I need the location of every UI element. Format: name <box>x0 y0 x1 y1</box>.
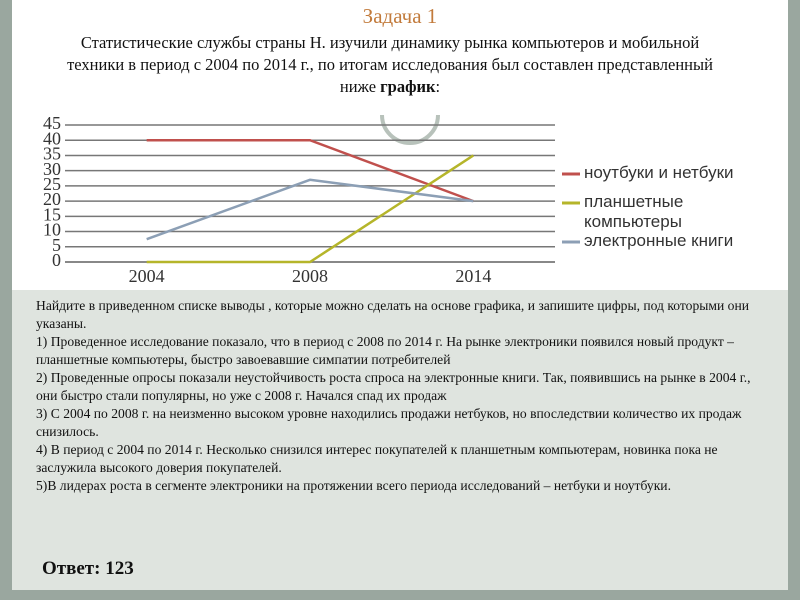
option: 1) Проведенное исследование показало, чт… <box>36 334 734 367</box>
intro-text: Статистические службы страны Н. изучили … <box>55 32 725 98</box>
task-text: Найдите в приведенном списке выводы , ко… <box>36 297 771 495</box>
legend-entry: планшетные компьютеры <box>584 192 684 231</box>
intro-part: Статистические службы страны Н. изучили … <box>67 33 713 96</box>
option: 4) В период с 2004 по 2014 г. Несколько … <box>36 442 718 475</box>
y-tick-label: 20 <box>43 189 61 209</box>
y-tick-label: 10 <box>43 220 61 240</box>
x-tick-label: 2004 <box>129 266 165 286</box>
question: Найдите в приведенном списке выводы , ко… <box>36 298 750 331</box>
data-line <box>146 138 474 203</box>
intro-part: : <box>435 77 441 96</box>
legend-entry: ноутбуки и нетбуки <box>584 163 734 182</box>
y-tick-label: 35 <box>43 144 61 164</box>
legend-label: планшетные компьютеры <box>584 192 684 231</box>
data-line <box>146 178 474 241</box>
option: 3) С 2004 по 2008 г. на неизменно высоко… <box>36 406 742 439</box>
slide-title: Задача 1 <box>362 4 438 28</box>
data-line <box>146 154 475 264</box>
x-tick-label: 2014 <box>455 266 491 286</box>
y-tick-label: 40 <box>43 128 61 148</box>
option: 2) Проведенные опросы показали неустойчи… <box>36 370 751 403</box>
y-tick-label: 30 <box>43 159 61 179</box>
option: 5)В лидерах роста в сегменте электроники… <box>36 478 671 493</box>
y-tick-label: 0 <box>52 250 61 270</box>
answer: Ответ: 123 <box>42 558 134 579</box>
y-tick-label: 15 <box>43 204 61 224</box>
legend-label: ноутбуки и нетбуки <box>584 163 734 182</box>
y-tick-label: 45 <box>43 115 61 133</box>
header-panel <box>12 0 788 115</box>
y-tick-label: 5 <box>52 235 61 255</box>
legend-label: электронные книги <box>584 231 734 250</box>
y-tick-label: 25 <box>43 174 61 194</box>
intro-bold: график <box>380 77 436 96</box>
x-tick-label: 2008 <box>292 266 328 286</box>
legend-entry: электронные книги <box>584 231 734 250</box>
decor-circle <box>380 115 440 145</box>
